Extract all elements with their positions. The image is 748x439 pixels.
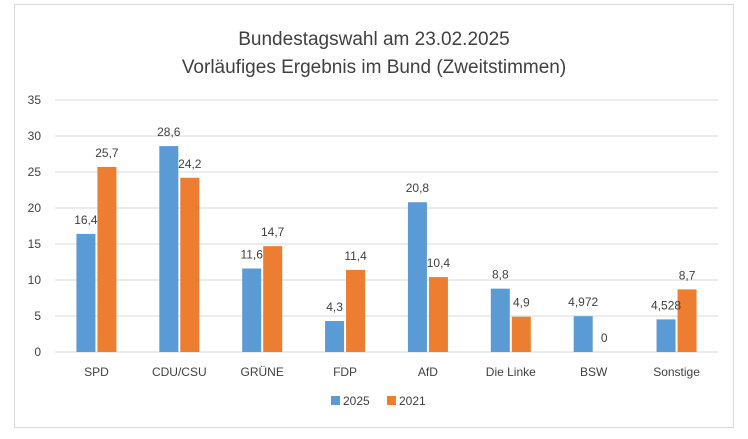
chart-title: Bundestagswahl am 23.02.2025 xyxy=(238,29,509,50)
y-axis: 0 5 10 15 20 25 30 35 xyxy=(28,93,42,359)
x-tick-label: Sonstige xyxy=(653,365,700,379)
data-label: 20,8 xyxy=(406,181,430,195)
y-tick-label: 25 xyxy=(28,165,42,179)
x-tick-label: BSW xyxy=(580,365,608,379)
legend-label-2021: 2021 xyxy=(399,394,426,408)
y-tick-label: 0 xyxy=(34,345,41,359)
x-axis: SPD CDU/CSU GRÜNE FDP AfD Die Linke BSW Sonstig… xyxy=(84,365,700,379)
data-label: 14,7 xyxy=(261,225,285,239)
legend-label-2025: 2025 xyxy=(343,394,370,408)
y-tick-label: 10 xyxy=(28,273,42,287)
bar-2021-SPD xyxy=(97,166,117,352)
y-tick-label: 20 xyxy=(28,201,42,215)
data-label: 24,2 xyxy=(178,157,202,171)
bar-2021-AfD xyxy=(428,277,448,352)
bar-2021-GRÜNE xyxy=(263,246,283,352)
data-label: 8,8 xyxy=(492,268,509,282)
bar-2025-FDP xyxy=(325,321,345,352)
bar-2025-SPD xyxy=(76,233,96,352)
x-tick-label: SPD xyxy=(84,365,109,379)
bar-2021-CDU/CSU xyxy=(180,177,200,352)
x-tick-label: AfD xyxy=(418,365,438,379)
data-label: 28,6 xyxy=(157,125,181,139)
bar-2025-Sonstige xyxy=(656,319,676,352)
data-label: 4,972 xyxy=(568,295,598,309)
bar-2025-CDU/CSU xyxy=(159,146,179,352)
data-label: 11,4 xyxy=(344,249,367,263)
data-label: 8,7 xyxy=(679,268,696,282)
x-tick-label: GRÜNE xyxy=(241,365,284,379)
bar-2021-FDP xyxy=(346,269,366,352)
y-tick-label: 5 xyxy=(34,309,41,323)
y-tick-label: 30 xyxy=(28,129,42,143)
bar-2025-BSW xyxy=(573,316,593,352)
x-tick-label: FDP xyxy=(333,365,357,379)
y-tick-label: 15 xyxy=(28,237,42,251)
bars xyxy=(76,146,697,352)
bar-2025-AfD xyxy=(407,202,427,352)
data-labels: 16,4 25,7 28,6 24,2 11,6 14,7 4,3 11,4 20,8 10,4 8… xyxy=(74,125,695,345)
data-label: 11,6 xyxy=(240,247,263,261)
legend-swatch-2025 xyxy=(331,396,340,405)
legend: 2025 2021 xyxy=(331,394,426,408)
legend-swatch-2021 xyxy=(387,396,396,405)
data-label: 10,4 xyxy=(427,256,451,270)
data-label: 25,7 xyxy=(95,146,119,160)
data-label: 4,9 xyxy=(513,296,530,310)
bar-2021-Sonstige xyxy=(677,289,697,352)
data-label: 0 xyxy=(601,331,608,345)
bar-2025-GRÜNE xyxy=(242,268,262,352)
y-tick-label: 35 xyxy=(28,93,42,107)
x-tick-label: Die Linke xyxy=(486,365,536,379)
chart-frame xyxy=(14,4,734,428)
data-label: 16,4 xyxy=(74,213,98,227)
x-tick-label: CDU/CSU xyxy=(152,365,207,379)
bar-2021-Die Linke xyxy=(511,316,531,352)
data-label: 4,528 xyxy=(651,298,681,312)
bar-2025-Die Linke xyxy=(490,288,510,352)
chart-subtitle: Vorläufiges Ergebnis im Bund (Zweitstimm… xyxy=(182,57,566,78)
data-label: 4,3 xyxy=(326,300,343,314)
gridlines xyxy=(55,99,718,353)
